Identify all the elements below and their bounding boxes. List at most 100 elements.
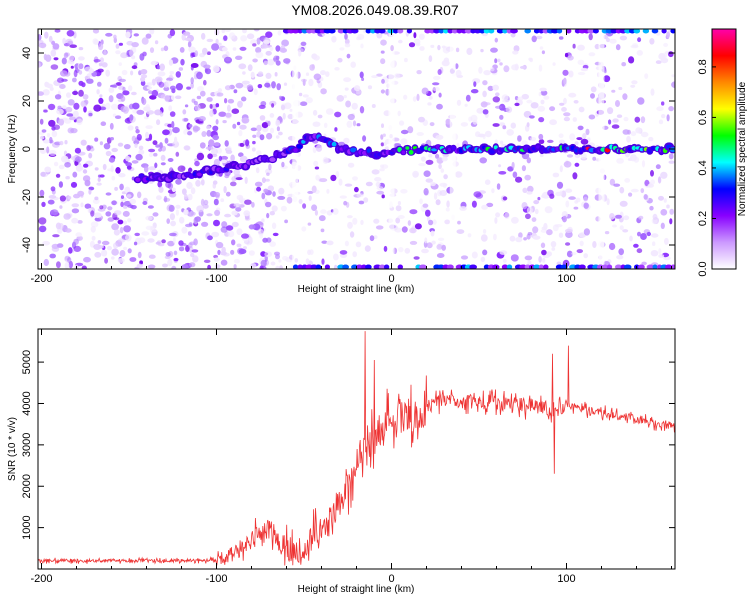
- heatmap-cell: [87, 145, 94, 149]
- heatmap-cell: [344, 33, 348, 40]
- heatmap-cell: [346, 215, 353, 219]
- heatmap-cell: [134, 142, 138, 148]
- heatmap-cell: [122, 210, 130, 217]
- heatmap-cell: [223, 35, 228, 41]
- heatmap-cell: [138, 149, 145, 155]
- heatmap-cell: [572, 43, 576, 49]
- heatmap-cell: [125, 162, 132, 167]
- heatmap-cell: [78, 89, 84, 97]
- heatmap-cell: [232, 47, 237, 51]
- heatmap-cell: [538, 117, 545, 123]
- heatmap-cell: [383, 245, 388, 252]
- heatmap-cell: [189, 241, 196, 246]
- heatmap-cell: [269, 211, 275, 216]
- heatmap-cell: [111, 200, 117, 206]
- heatmap-cell: [650, 170, 654, 177]
- heatmap-cell: [283, 82, 288, 86]
- heatmap-cell: [563, 116, 571, 122]
- heatmap-cell: [418, 116, 425, 123]
- heatmap-cell: [67, 196, 72, 200]
- heatmap-cell: [140, 74, 148, 79]
- heatmap-cell: [38, 225, 47, 233]
- heatmap-cell: [658, 119, 664, 125]
- heatmap-cell: [609, 38, 617, 44]
- heatmap-cell: [482, 109, 489, 115]
- heatmap-cell: [181, 264, 189, 269]
- heatmap-cell: [208, 139, 215, 147]
- heatmap-cell: [398, 39, 403, 44]
- heatmap-cell: [151, 89, 159, 97]
- heatmap-cell: [664, 237, 669, 245]
- heatmap-cell: [269, 46, 274, 51]
- heatmap-cell: [634, 116, 641, 123]
- heatmap-cell: [401, 226, 408, 233]
- heatmap-cell: [547, 139, 554, 143]
- heatmap-cell: [511, 216, 519, 224]
- heatmap-cell: [436, 244, 443, 250]
- snr-y-tick-label: 5000: [21, 350, 33, 374]
- heatmap-cell: [657, 176, 662, 184]
- heatmap-cell: [612, 224, 617, 228]
- heatmap-cell: [643, 194, 648, 200]
- heatmap-cell: [235, 177, 243, 181]
- heatmap-cell: [239, 124, 247, 130]
- heatmap-cell: [527, 260, 532, 266]
- heatmap-cell: [574, 153, 581, 159]
- snr-series: [38, 331, 675, 566]
- heatmap-cell: [128, 85, 133, 92]
- heatmap-cell: [75, 232, 82, 238]
- heatmap-cell: [252, 140, 256, 145]
- heatmap-cell: [422, 203, 429, 208]
- heatmap-cell: [640, 188, 645, 194]
- heatmap-band-edge-cell: [488, 29, 495, 34]
- heatmap-cell: [202, 47, 208, 55]
- heatmap-cell: [658, 254, 665, 258]
- heatmap-cell: [257, 84, 263, 89]
- heatmap-y-tick-label: 0: [21, 146, 33, 152]
- heatmap-cell: [67, 59, 75, 64]
- heatmap-cell: [580, 152, 587, 160]
- heatmap-cell: [140, 80, 146, 86]
- heatmap-cell: [39, 118, 44, 125]
- heatmap-cell: [619, 225, 624, 231]
- heatmap-cell: [369, 235, 375, 242]
- heatmap-cell: [443, 174, 448, 180]
- heatmap-band-edge-cell: [483, 29, 490, 34]
- heatmap-cell: [283, 58, 291, 64]
- heatmap-cell: [421, 87, 429, 95]
- snr-background: [38, 329, 675, 569]
- heatmap-ridge-core: [451, 145, 456, 151]
- heatmap-cell: [133, 140, 140, 145]
- heatmap-cell: [436, 103, 443, 110]
- heatmap-cell: [608, 242, 616, 251]
- heatmap-cell: [515, 176, 523, 183]
- colorbar-tick-label: 0.2: [697, 211, 709, 226]
- heatmap-cell: [648, 136, 654, 142]
- heatmap-cell: [78, 70, 83, 75]
- heatmap-cell: [48, 119, 56, 127]
- heatmap-cell: [157, 181, 163, 188]
- heatmap-cell: [192, 255, 199, 263]
- heatmap-cell: [278, 131, 283, 136]
- heatmap-cell: [119, 226, 124, 234]
- heatmap-cell: [169, 111, 176, 117]
- heatmap-cell: [98, 43, 104, 51]
- heatmap-cell: [287, 113, 294, 120]
- heatmap-cell: [626, 135, 631, 143]
- heatmap-cell: [175, 209, 179, 216]
- heatmap-cell: [61, 57, 67, 65]
- heatmap-cell: [194, 50, 199, 57]
- heatmap-cell: [509, 235, 516, 242]
- heatmap-cell: [107, 245, 112, 251]
- heatmap-cell: [438, 163, 442, 169]
- heatmap-cell: [187, 231, 192, 236]
- heatmap-cell: [101, 240, 110, 246]
- heatmap-cell: [460, 122, 469, 127]
- heatmap-cell: [194, 103, 201, 112]
- heatmap-cell: [284, 219, 288, 224]
- heatmap-cell: [105, 211, 112, 217]
- heatmap-cell: [173, 250, 178, 256]
- heatmap-cell: [108, 87, 115, 93]
- heatmap-cell: [613, 183, 621, 187]
- heatmap-cell: [523, 110, 532, 118]
